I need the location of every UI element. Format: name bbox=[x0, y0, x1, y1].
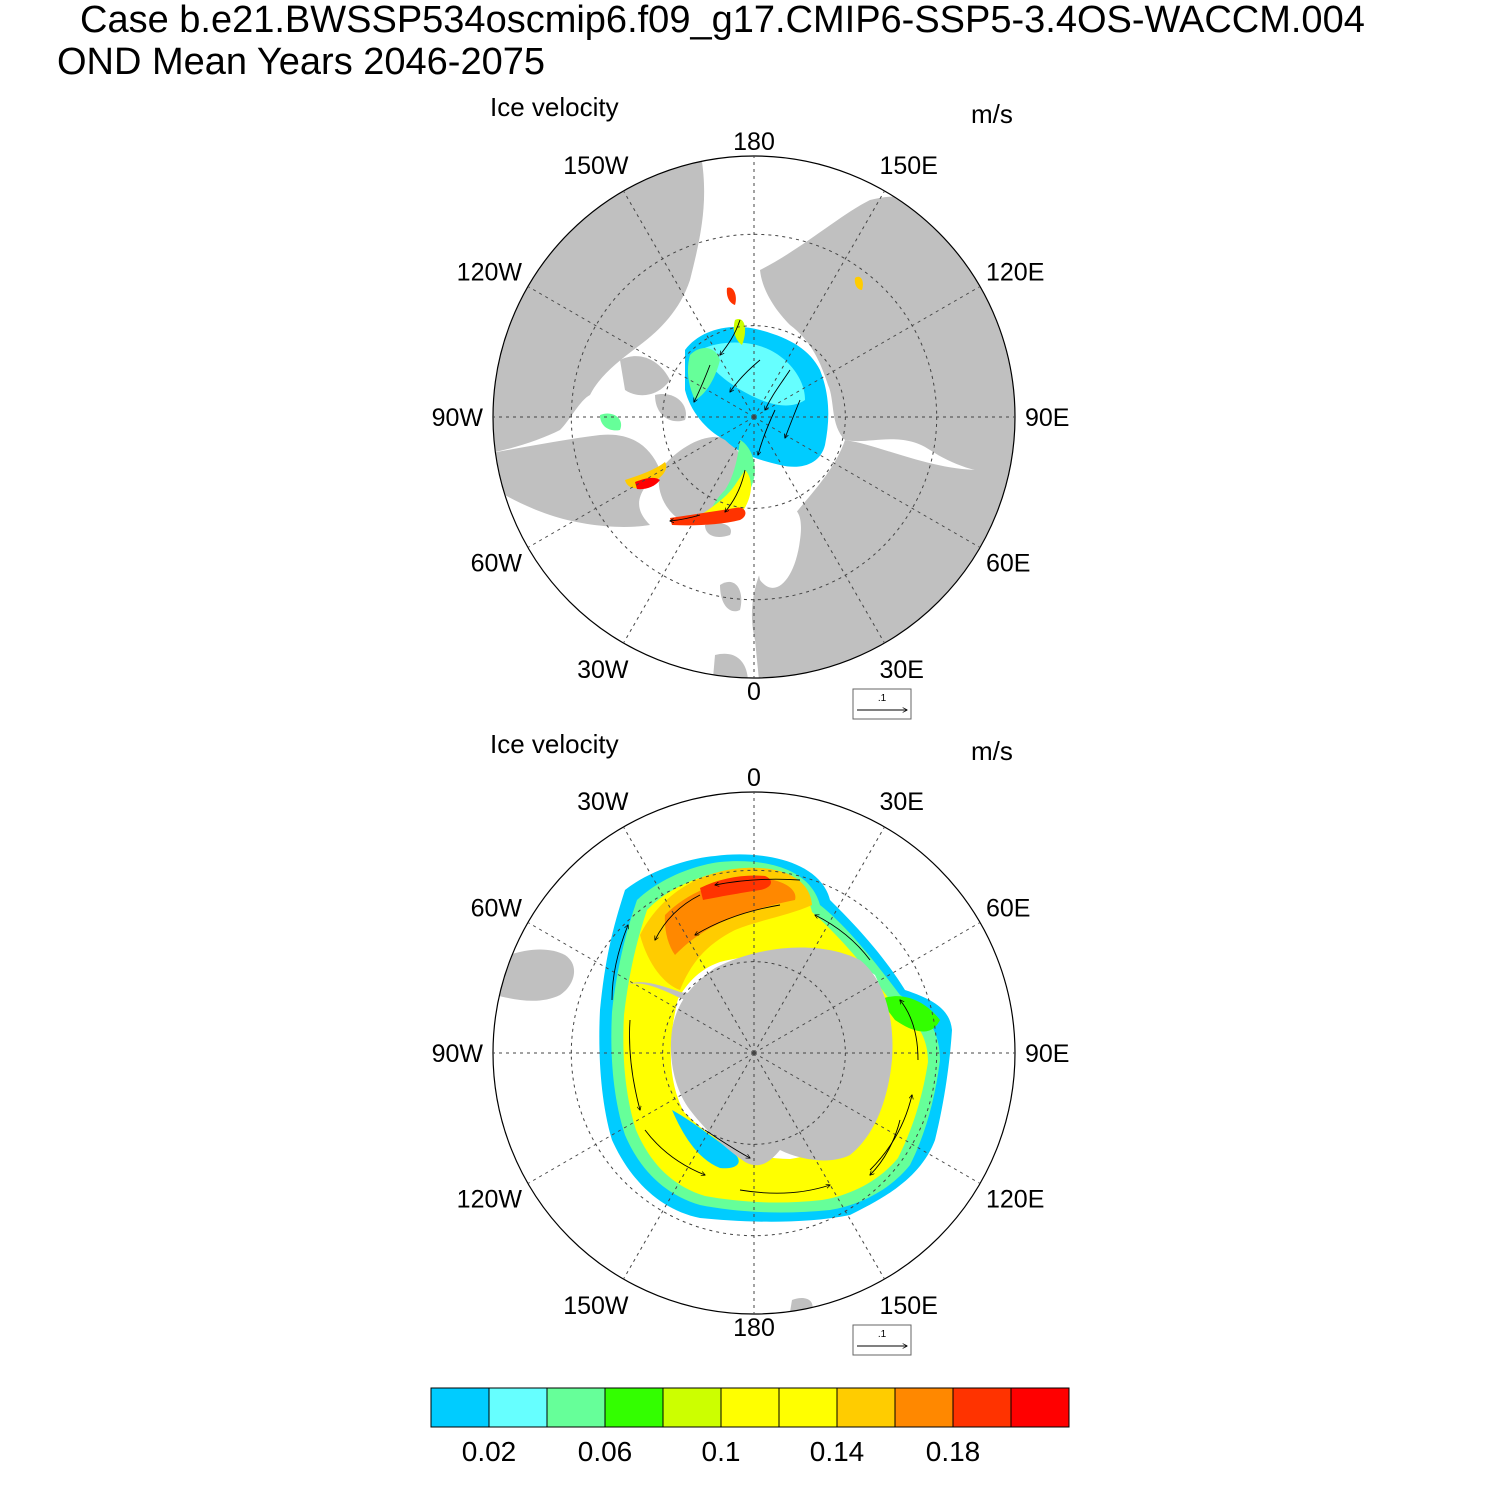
longitude-label: 90W bbox=[432, 404, 484, 432]
colorbar-tick-label: 0.02 bbox=[462, 1436, 517, 1467]
ice-vector-arrow bbox=[869, 1095, 912, 1171]
meridian-line bbox=[753, 922, 981, 1054]
ice-vector-arrow bbox=[815, 915, 871, 961]
ice-vector-arrow bbox=[739, 1185, 830, 1194]
ice-vector-arrow bbox=[670, 514, 701, 521]
ice-vector-arrow bbox=[765, 369, 791, 410]
meridian-line bbox=[753, 826, 885, 1054]
longitude-label: 120W bbox=[457, 259, 523, 287]
longitude-label: 120W bbox=[457, 1186, 523, 1214]
colorbar-box bbox=[1010, 1387, 1070, 1428]
colorbar-box bbox=[836, 1387, 896, 1428]
longitude-label: 60W bbox=[471, 550, 523, 578]
ice-vector-arrow bbox=[725, 469, 746, 512]
colorbar-box bbox=[662, 1387, 722, 1428]
north-polar-map: 180 150E 120E 90E 60E 30E 0 30W 60W 90W 120W 150W .… bbox=[432, 128, 1070, 720]
meridian-line bbox=[623, 416, 755, 644]
ice-vector-arrow bbox=[785, 399, 801, 438]
colorbar bbox=[430, 1387, 1070, 1428]
meridian-line bbox=[623, 826, 755, 1054]
longitude-label: 60E bbox=[986, 550, 1030, 578]
ice-vector-arrow bbox=[900, 1000, 919, 1061]
colorbar-tick-label: 0.06 bbox=[578, 1436, 633, 1467]
longitude-label: 180 bbox=[733, 128, 775, 156]
colorbar-box bbox=[894, 1387, 954, 1428]
longitude-label: 150E bbox=[880, 1292, 938, 1320]
case-title: Case b.e21.BWSSP534oscmip6.f09_g17.CMIP6… bbox=[80, 0, 1365, 41]
south-polar-map: 0 30E 60E 90E 120E 150E 180 150W 120W 90W 60W 30W .… bbox=[432, 764, 1070, 1356]
north-reference-vector: .1 bbox=[852, 688, 912, 720]
longitude-label: 90E bbox=[1025, 404, 1069, 432]
longitude-label: 120E bbox=[986, 1186, 1044, 1214]
longitude-label: 60W bbox=[471, 895, 523, 923]
longitude-label: 150W bbox=[563, 152, 629, 180]
south-panel-title: Ice velocity bbox=[490, 729, 619, 759]
colorbar-tick-label: 0.14 bbox=[810, 1436, 865, 1467]
ice-vector-arrow bbox=[720, 319, 741, 355]
colorbar-box bbox=[952, 1387, 1012, 1428]
north-ice-velocity-field bbox=[600, 276, 863, 526]
colorbar-box bbox=[430, 1387, 490, 1428]
meridian-line bbox=[753, 1052, 885, 1280]
south-ice-vectors bbox=[611, 878, 919, 1194]
south-graticule bbox=[493, 792, 1015, 1314]
ice-vector-arrow bbox=[715, 878, 801, 885]
meridian-line bbox=[753, 1052, 981, 1184]
meridian-line bbox=[753, 416, 981, 548]
longitude-label: 30E bbox=[880, 788, 924, 816]
colorbar-box bbox=[720, 1387, 780, 1428]
ice-vector-arrow bbox=[870, 1119, 901, 1175]
colorbar-tick-label: 0.1 bbox=[702, 1436, 741, 1467]
ice-vector-arrow bbox=[611, 925, 628, 1001]
ice-vector-arrow bbox=[758, 409, 776, 455]
north-longitude-labels: 180 150E 120E 90E 60E 30E 0 30W 60W 90W 120W 150W bbox=[432, 128, 1070, 706]
longitude-label: 30E bbox=[880, 656, 924, 684]
colorbar-tick-label: 0.18 bbox=[926, 1436, 981, 1467]
south-land-masses bbox=[495, 947, 893, 1312]
svg-text:.1: .1 bbox=[878, 693, 887, 704]
meridian-line bbox=[753, 190, 885, 418]
colorbar-box bbox=[778, 1387, 838, 1428]
meridian-line bbox=[527, 922, 755, 1054]
longitude-label: 150W bbox=[563, 1292, 629, 1320]
north-panel-title: Ice velocity bbox=[490, 92, 619, 122]
meridian-line bbox=[527, 286, 755, 418]
meridian-line bbox=[623, 1052, 755, 1280]
ice-vector-arrow bbox=[655, 894, 701, 940]
longitude-label: 0 bbox=[747, 764, 761, 792]
ice-vector-arrow bbox=[695, 904, 781, 935]
ice-vector-arrow bbox=[730, 359, 761, 392]
north-ice-vectors bbox=[670, 319, 801, 521]
colorbar-box bbox=[604, 1387, 664, 1428]
period-title: OND Mean Years 2046-2075 bbox=[57, 41, 545, 83]
meridian-line bbox=[527, 416, 755, 548]
meridian-line bbox=[623, 190, 755, 418]
longitude-label: 120E bbox=[986, 259, 1044, 287]
colorbar-labels: 0.02 0.06 0.1 0.14 0.18 bbox=[462, 1436, 981, 1467]
longitude-label: 30W bbox=[577, 788, 629, 816]
ice-vector-arrow bbox=[644, 1129, 705, 1175]
longitude-label: 150E bbox=[880, 152, 938, 180]
ice-vector-arrow bbox=[629, 1019, 640, 1110]
longitude-label: 90E bbox=[1025, 1040, 1069, 1068]
longitude-label: 30W bbox=[577, 656, 629, 684]
ice-vector-arrow bbox=[704, 1129, 750, 1158]
north-panel-units: m/s bbox=[971, 99, 1013, 129]
longitude-label: 60E bbox=[986, 895, 1030, 923]
longitude-label: 90W bbox=[432, 1040, 484, 1068]
meridian-line bbox=[753, 286, 981, 418]
south-longitude-labels: 0 30E 60E 90E 120E 150E 180 150W 120W 90W 60W 30W bbox=[432, 764, 1070, 1342]
ice-vector-arrow bbox=[694, 364, 711, 402]
south-panel-units: m/s bbox=[971, 736, 1013, 766]
south-reference-vector: .1 bbox=[852, 1324, 912, 1356]
svg-text:.1: .1 bbox=[878, 1329, 887, 1340]
longitude-label: 180 bbox=[733, 1314, 775, 1342]
meridian-line bbox=[753, 416, 885, 644]
meridian-line bbox=[527, 1052, 755, 1184]
north-graticule bbox=[493, 156, 1015, 678]
colorbar-box bbox=[488, 1387, 548, 1428]
colorbar-box bbox=[546, 1387, 606, 1428]
longitude-label: 0 bbox=[747, 678, 761, 706]
